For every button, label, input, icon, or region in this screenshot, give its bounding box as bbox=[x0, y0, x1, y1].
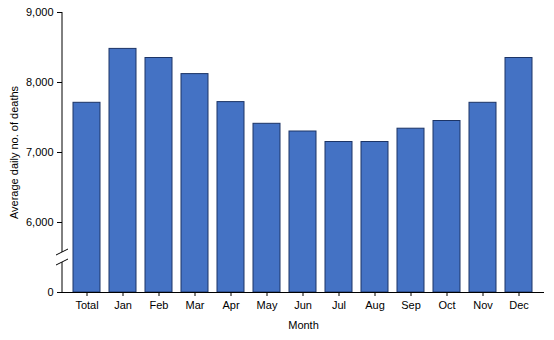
svg-text:Apr: Apr bbox=[222, 299, 239, 311]
svg-text:Total: Total bbox=[75, 299, 98, 311]
svg-text:Jun: Jun bbox=[294, 299, 312, 311]
svg-text:Sep: Sep bbox=[401, 299, 421, 311]
svg-text:0: 0 bbox=[47, 286, 53, 298]
svg-text:Mar: Mar bbox=[186, 299, 205, 311]
svg-text:May: May bbox=[257, 299, 278, 311]
svg-text:Oct: Oct bbox=[438, 299, 455, 311]
svg-text:7,000: 7,000 bbox=[26, 146, 54, 158]
svg-text:Nov: Nov bbox=[473, 299, 493, 311]
svg-text:Month: Month bbox=[288, 319, 319, 331]
svg-text:9,000: 9,000 bbox=[26, 6, 54, 18]
svg-text:Aug: Aug bbox=[365, 299, 385, 311]
svg-text:Jan: Jan bbox=[114, 299, 132, 311]
svg-text:Feb: Feb bbox=[150, 299, 169, 311]
svg-text:Average daily no. of deaths: Average daily no. of deaths bbox=[8, 85, 20, 219]
svg-text:8,000: 8,000 bbox=[26, 76, 54, 88]
svg-text:6,000: 6,000 bbox=[26, 216, 54, 228]
svg-text:Dec: Dec bbox=[509, 299, 529, 311]
svg-text:Jul: Jul bbox=[332, 299, 346, 311]
